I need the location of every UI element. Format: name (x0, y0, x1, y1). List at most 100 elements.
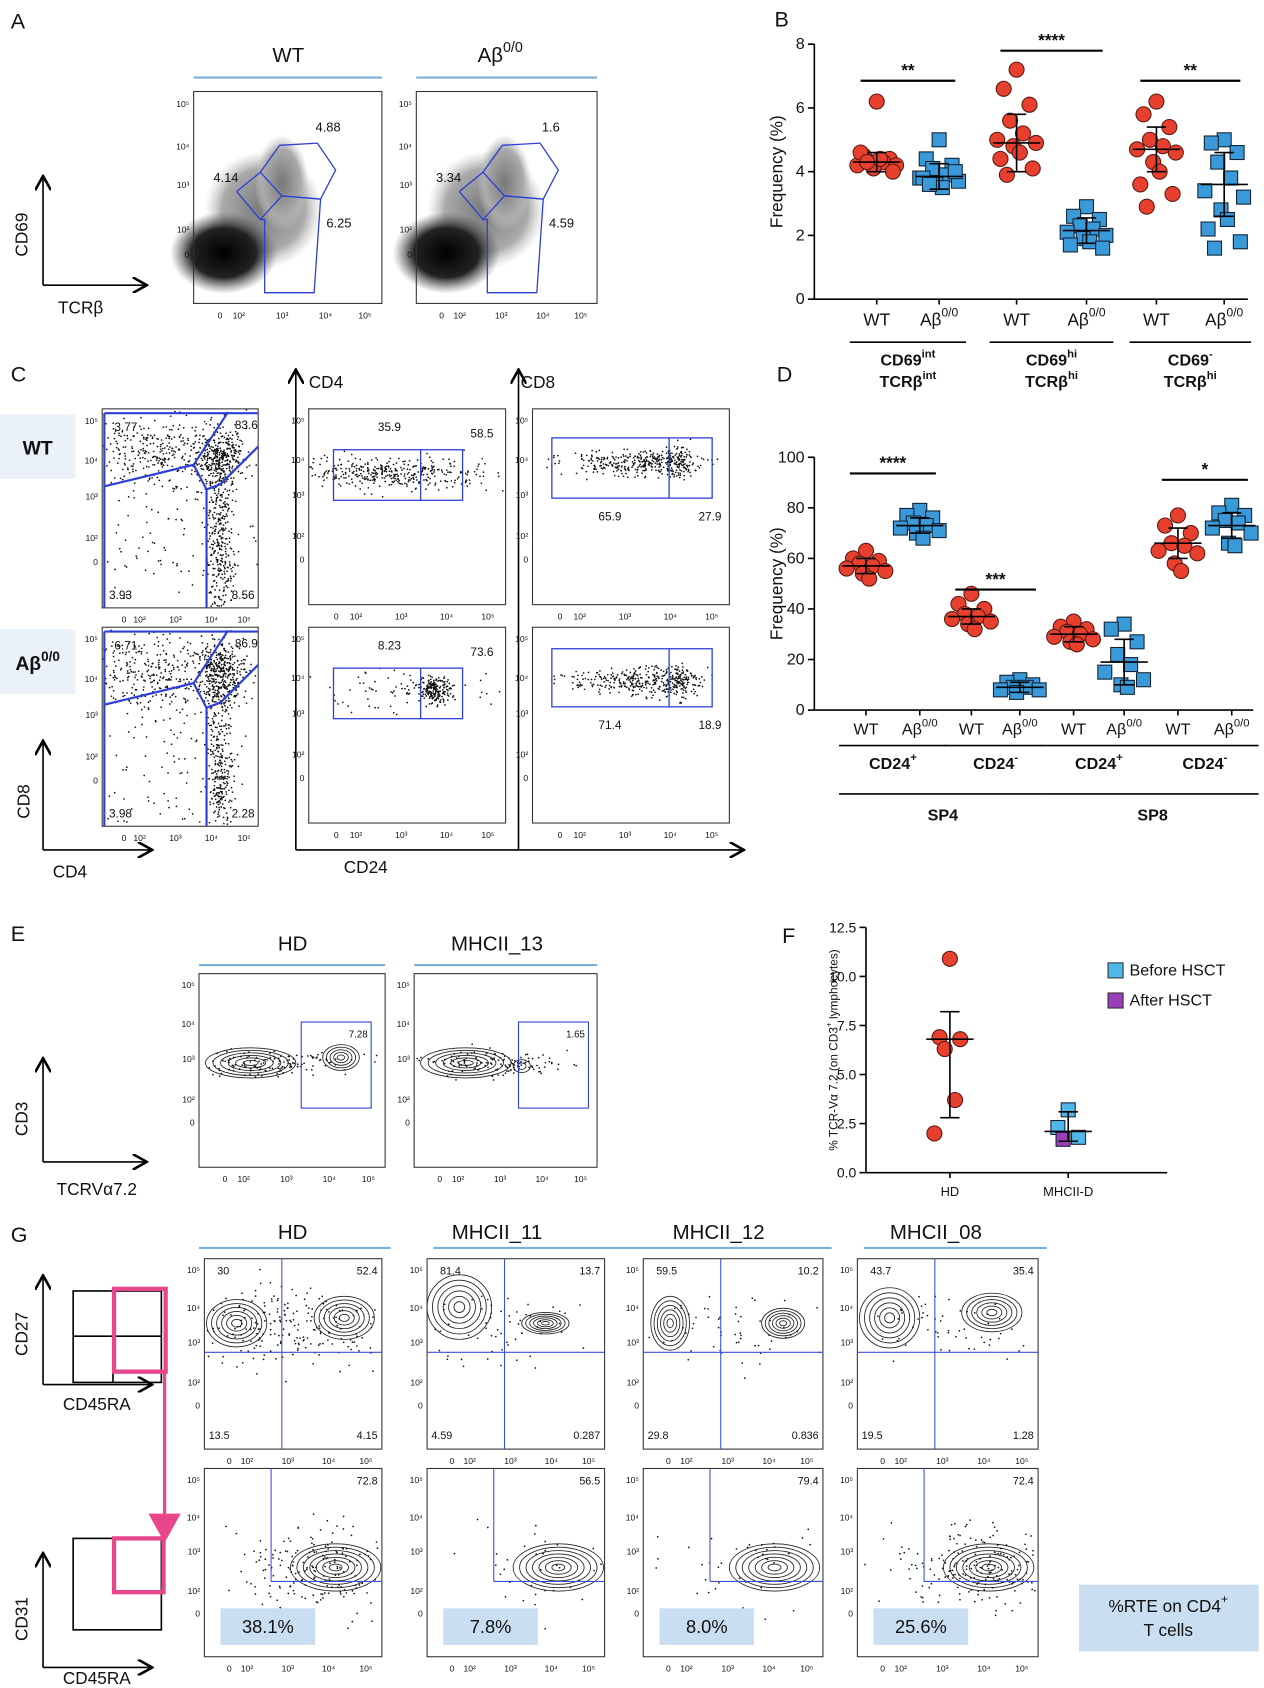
event-dot (149, 675, 152, 678)
event-dot (168, 663, 171, 665)
event-dot (278, 1060, 281, 1062)
event-dot (310, 1343, 312, 1345)
event-dot (215, 792, 218, 795)
event-dot (312, 1566, 314, 1569)
gate (260, 195, 322, 294)
event-dot (366, 461, 369, 464)
event-dot (645, 458, 648, 461)
event-dot (184, 700, 187, 703)
event-dot (245, 1581, 248, 1583)
event-dot (453, 1065, 455, 1068)
event-dot (132, 463, 135, 465)
event-dot (221, 744, 224, 747)
event-dot (230, 1314, 232, 1316)
y-tick-label: 10³ (397, 1054, 410, 1064)
event-dot (688, 450, 691, 453)
event-dot (651, 459, 654, 462)
event-dot (162, 453, 165, 455)
event-dot (152, 572, 155, 575)
event-dot (453, 684, 455, 687)
event-dot (577, 686, 580, 689)
event-dot (241, 471, 244, 474)
event-dot (370, 473, 372, 476)
event-dot (921, 1585, 924, 1587)
event-dot (324, 1545, 327, 1548)
y-tick-label: 10⁴ (410, 1512, 424, 1522)
event-dot (693, 675, 695, 678)
contour (525, 1550, 592, 1585)
event-dot (184, 687, 187, 690)
event-dot (223, 529, 226, 531)
event-dot (269, 1333, 272, 1336)
event-dot (636, 471, 638, 474)
event-dot (698, 684, 701, 687)
event-dot (219, 563, 221, 565)
event-dot (157, 469, 160, 472)
event-dot (699, 681, 702, 684)
event-dot (212, 540, 215, 543)
event-dot (321, 1593, 324, 1596)
y-tick-label: 10² (410, 1377, 423, 1387)
event-dot (321, 1051, 323, 1054)
event-dot (292, 1589, 295, 1592)
event-dot (353, 1592, 355, 1595)
x-tick-label: 10² (350, 830, 363, 840)
gate (104, 681, 208, 827)
event-dot (296, 1337, 298, 1339)
x-tick-label: 10³ (495, 310, 508, 320)
event-dot (147, 708, 150, 711)
event-dot (123, 798, 125, 800)
event-dot (340, 467, 342, 470)
event-dot (121, 651, 124, 654)
contour (216, 1307, 258, 1340)
event-dot (164, 549, 167, 551)
event-dot (997, 1337, 1000, 1340)
event-dot (446, 480, 449, 483)
y-tick-label: 10⁵ (187, 1475, 201, 1485)
event-dot (384, 480, 387, 483)
event-dot (506, 1341, 508, 1344)
event-dot (682, 458, 685, 461)
event-dot (679, 679, 682, 682)
event-dot (224, 763, 227, 766)
event-dot (527, 1057, 530, 1060)
event-dot (363, 1053, 366, 1056)
event-dot (422, 693, 425, 696)
event-dot (212, 792, 215, 795)
event-dot (172, 424, 175, 427)
event-dot (182, 533, 185, 536)
event-dot (689, 461, 691, 463)
event-dot (221, 706, 224, 709)
event-dot (397, 478, 400, 481)
event-dot (234, 1327, 236, 1330)
event-dot (429, 477, 431, 480)
event-dot (486, 1298, 489, 1301)
event-dot (244, 735, 247, 737)
event-dot (255, 464, 258, 466)
event-dot (610, 674, 613, 676)
y-tick-label: 10⁴ (291, 673, 305, 683)
x-tick-label: 10² (233, 310, 246, 320)
event-dot (897, 1317, 900, 1320)
event-dot (282, 1540, 285, 1543)
event-dot (375, 690, 377, 692)
event-dot (167, 800, 169, 802)
event-dot (480, 1295, 483, 1298)
contour (779, 1320, 788, 1327)
event-dot (352, 462, 354, 465)
event-dot (679, 675, 681, 678)
event-dot (176, 659, 179, 662)
event-dot (987, 1322, 990, 1325)
event-dot (624, 469, 627, 471)
event-dot (372, 475, 375, 478)
event-dot (620, 469, 623, 472)
event-dot (206, 665, 209, 668)
event-dot (625, 674, 628, 677)
event-dot (222, 1059, 224, 1062)
event-dot (208, 532, 211, 534)
event-dot (654, 666, 656, 668)
event-dot (590, 462, 593, 465)
event-dot (650, 453, 652, 456)
y-tick-label: 10⁴ (187, 1303, 201, 1313)
event-dot (901, 1312, 903, 1314)
